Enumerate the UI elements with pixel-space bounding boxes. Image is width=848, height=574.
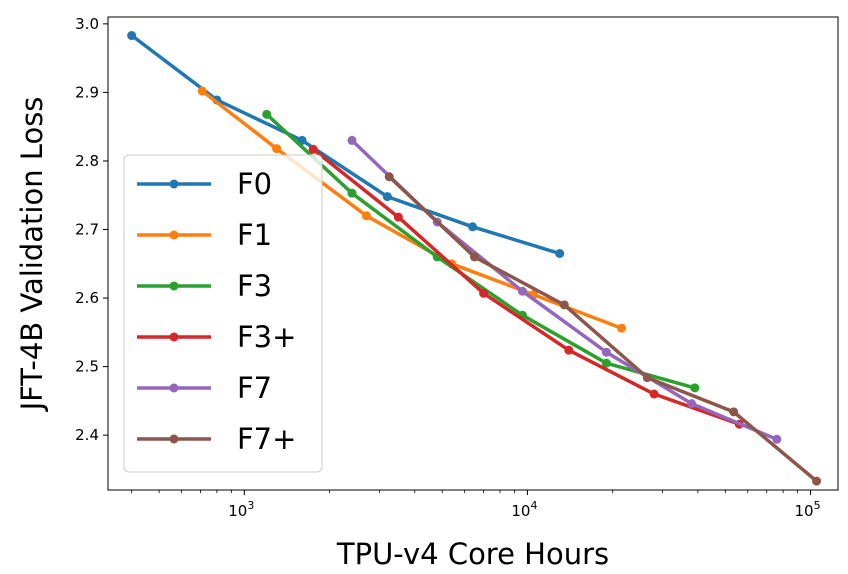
series-line-f1 — [200, 89, 624, 330]
series-layer — [127, 31, 822, 486]
x-tick-label-exponent: 5 — [814, 499, 821, 512]
x-tick-label-base: 10 — [511, 502, 530, 520]
series-line-f3-plus — [311, 147, 742, 426]
y-tick-label: 2.4 — [75, 426, 99, 444]
data-point-f1 — [617, 323, 627, 333]
legend-swatch-marker — [169, 281, 179, 291]
legend-items: F0 F1 F3 F3+ F7 F7+ — [137, 167, 296, 456]
x-tick-label: 104 — [511, 499, 537, 520]
data-point-f7 — [772, 434, 782, 444]
y-tick-label: 2.9 — [75, 83, 99, 101]
data-point-f3-plus — [308, 144, 318, 154]
legend-swatch-marker — [169, 179, 179, 189]
y-tick-label: 3.0 — [75, 15, 99, 33]
x-tick-label-exponent: 3 — [247, 499, 254, 512]
y-axis-title: JFT-4B Validation Loss — [15, 97, 49, 413]
legend-item-f1: F1 — [137, 218, 272, 252]
data-point-f7 — [347, 135, 357, 145]
legend-label: F3+ — [237, 320, 296, 354]
legend-item-f3-plus: F3+ — [137, 320, 296, 354]
legend-label: F0 — [237, 167, 272, 201]
legend-label: F3 — [237, 269, 272, 303]
data-point-f3 — [601, 358, 611, 368]
data-point-f3 — [347, 188, 357, 198]
data-point-f3-plus — [393, 212, 403, 222]
data-point-f7-plus — [469, 252, 479, 262]
y-tick-label: 2.7 — [75, 221, 99, 239]
x-tick-label: 103 — [228, 499, 254, 520]
data-point-f3 — [262, 109, 272, 119]
legend-label: F7+ — [237, 422, 296, 456]
data-point-f1 — [361, 211, 371, 221]
x-tick-label-base: 10 — [228, 502, 247, 520]
legend-swatch-marker — [169, 434, 179, 444]
legend-swatch-marker — [169, 230, 179, 240]
data-point-f7-plus — [729, 407, 739, 417]
series-line-f3 — [264, 112, 697, 390]
data-point-f7 — [687, 399, 697, 409]
data-point-f0 — [382, 192, 392, 202]
legend-label: F7 — [237, 371, 272, 405]
data-point-f0 — [555, 249, 565, 258]
legend-item-f0: F0 — [137, 167, 272, 201]
data-point-f3-plus — [479, 288, 489, 298]
x-tick-label: 105 — [795, 499, 821, 520]
data-point-f3-plus — [564, 345, 574, 355]
y-tick-label: 2.5 — [75, 358, 99, 376]
data-point-f1 — [197, 86, 207, 96]
legend-item-f7: F7 — [137, 371, 272, 405]
data-point-f7-plus — [812, 476, 822, 486]
y-tick-label: 2.8 — [75, 152, 99, 170]
legend-swatch-marker — [169, 332, 179, 342]
data-point-f0 — [127, 31, 137, 41]
x-tick-label-base: 10 — [795, 502, 814, 520]
legend-swatch-marker — [169, 383, 179, 393]
data-point-f7-plus — [642, 373, 652, 383]
data-point-f3-plus — [649, 389, 659, 399]
data-point-f7-plus — [559, 300, 569, 310]
data-point-f1 — [272, 144, 282, 154]
data-point-f3 — [690, 383, 700, 393]
x-tick-label-exponent: 4 — [530, 499, 537, 512]
legend-item-f7-plus: F7+ — [137, 422, 296, 456]
data-point-f7 — [601, 347, 611, 357]
data-point-f0 — [468, 222, 478, 232]
data-point-f7 — [517, 286, 527, 296]
y-tick-label: 2.6 — [75, 289, 99, 307]
series-f3-plus — [308, 144, 744, 429]
legend-label: F1 — [237, 218, 272, 252]
data-point-f7-plus — [384, 172, 394, 182]
legend-item-f3: F3 — [137, 269, 272, 303]
series-f7-plus — [384, 172, 822, 486]
series-f3 — [262, 109, 700, 393]
series-line-f7-plus — [387, 174, 819, 483]
plot-frame — [107, 16, 839, 491]
x-axis-title: TPU-v4 Core Hours — [336, 537, 609, 571]
legend: F0 F1 F3 F3+ F7 F7+ — [123, 154, 323, 473]
